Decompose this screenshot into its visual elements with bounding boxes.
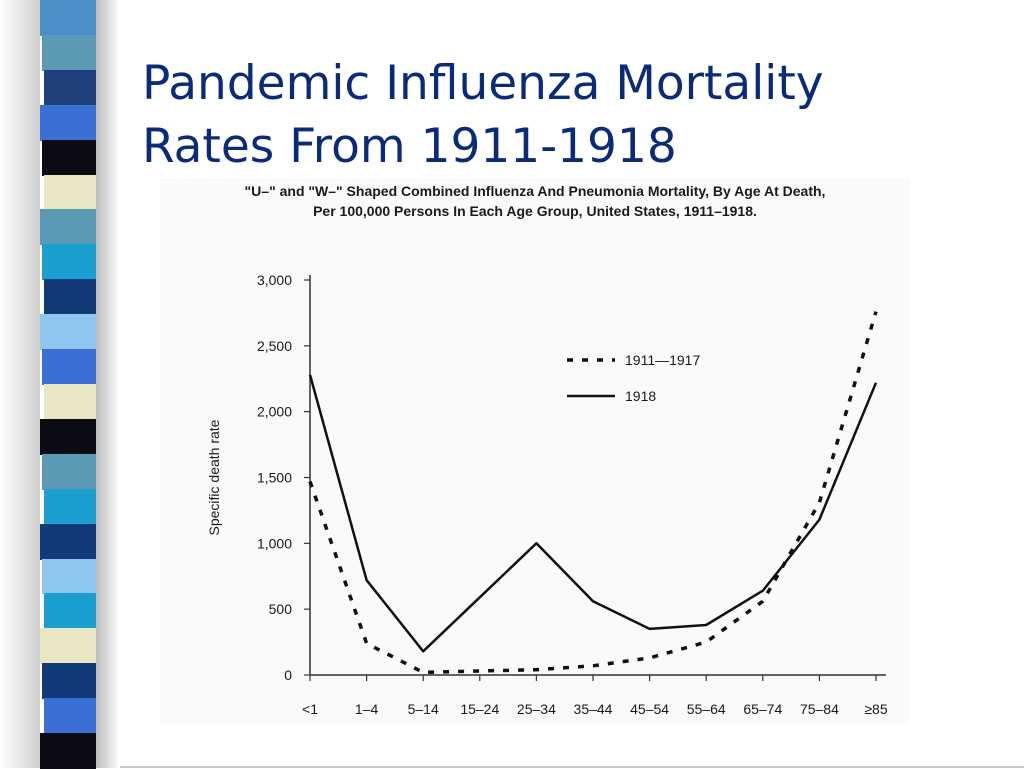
series-line-1918 xyxy=(310,375,876,652)
x-tick-label: 5–14 xyxy=(408,701,439,717)
y-tick-label: 2,500 xyxy=(257,338,292,354)
y-tick-label: 1,000 xyxy=(257,535,292,551)
x-tick-label: 15–24 xyxy=(460,701,499,717)
x-tick-label: 65–74 xyxy=(743,701,782,717)
series-line-1911-1917 xyxy=(310,312,876,673)
y-tick-label: 2,000 xyxy=(257,404,292,420)
x-tick-label: 1–4 xyxy=(355,701,379,717)
x-tick-label: 35–44 xyxy=(574,701,613,717)
y-tick-label: 1,500 xyxy=(257,470,292,486)
y-tick-label: 0 xyxy=(284,667,292,683)
y-tick-label: 3,000 xyxy=(257,272,292,288)
x-tick-label: 75–84 xyxy=(800,701,839,717)
x-tick-label: 45–54 xyxy=(630,701,669,717)
x-tick-label: <1 xyxy=(302,701,318,717)
x-tick-label: 25–34 xyxy=(517,701,556,717)
x-tick-label: ≥85 xyxy=(864,701,887,717)
legend-label: 1918 xyxy=(625,388,656,404)
y-axis-label: Specific death rate xyxy=(206,419,222,535)
y-tick-label: 500 xyxy=(269,601,293,617)
legend-label: 1911—1917 xyxy=(625,352,700,368)
x-tick-label: 55–64 xyxy=(687,701,726,717)
